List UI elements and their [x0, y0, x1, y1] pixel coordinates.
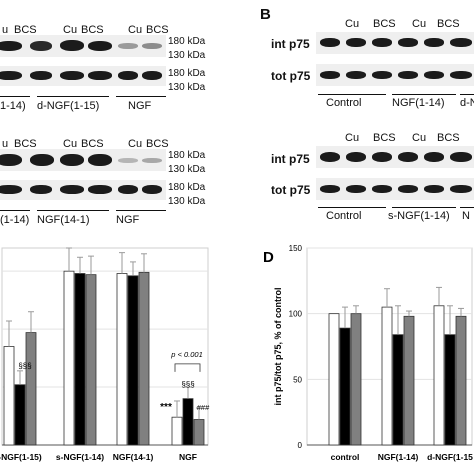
chart-c: -NGF(1-15) s-NGF(1-14) NGF(14-1) NGF §§§ *** §…: [0, 247, 210, 462]
group-label: NGF: [116, 214, 140, 226]
bar: [392, 334, 404, 446]
lane-label: BCS: [14, 24, 37, 36]
bar: [14, 384, 26, 446]
category-label: control: [331, 452, 360, 462]
kda-marker: 180 kDa: [168, 36, 206, 47]
bar: [74, 273, 86, 446]
row-label: tot p75: [271, 183, 311, 197]
y-axis-label: int p75/tot p75, % of control: [273, 287, 283, 405]
bar: [3, 346, 15, 446]
row-label: int p75: [271, 37, 310, 51]
lane-label: BCS: [81, 138, 104, 150]
bar: [339, 327, 351, 446]
lane-label: BCS: [146, 24, 169, 36]
lane-label: u: [2, 24, 9, 36]
western-blot-strip: [0, 35, 166, 57]
lane-label: BCS: [437, 132, 460, 144]
bar: [433, 305, 445, 446]
group-label: NGF(14-1): [37, 214, 90, 226]
row-label: int p75: [271, 152, 310, 166]
group-label: Control: [326, 210, 362, 222]
lane-label: Cu: [412, 132, 427, 144]
annotation: ***: [160, 402, 172, 413]
lane-label: BCS: [373, 18, 396, 30]
lane-label: BCS: [373, 132, 396, 144]
bar: [381, 306, 393, 446]
kda-marker: 180 kDa: [168, 68, 206, 79]
western-blot-strip: [0, 149, 166, 171]
category-label: d-NGF(1-15: [427, 452, 473, 462]
bar: [328, 313, 340, 446]
y-tick-label: 0: [298, 441, 303, 450]
kda-marker: 180 kDa: [168, 150, 206, 161]
lane-label: Cu: [345, 132, 360, 144]
group-label: d-N: [460, 97, 474, 109]
western-blot-strip: [0, 66, 166, 86]
bar: [182, 398, 194, 446]
bar: [444, 334, 456, 446]
group-label: s-NGF(1-14): [388, 210, 450, 222]
bar: [127, 275, 139, 446]
chart-d: D 0 50 100 150 int p75/tot p75, % of control c…: [263, 244, 473, 462]
western-blot-strip: [316, 146, 474, 168]
category-label: NGF: [179, 452, 197, 462]
lane-label: Cu: [412, 18, 427, 30]
annotation: §§§: [18, 362, 31, 371]
group-label: 1-14): [0, 100, 26, 112]
kda-marker: 130 kDa: [168, 82, 206, 93]
bar: [138, 271, 150, 446]
group-label: N: [462, 210, 470, 222]
group-label: NGF(1-14): [392, 97, 445, 109]
group-label: d-NGF(1-15): [37, 100, 100, 112]
kda-marker: 180 kDa: [168, 182, 206, 193]
category-label: NGF(1-14): [378, 452, 419, 462]
lane-label: BCS: [437, 18, 460, 30]
significance-bracket: [174, 363, 201, 372]
group-label: NGF: [128, 100, 152, 112]
category-label: NGF(14-1): [113, 452, 154, 462]
annotation: p < 0.001: [170, 350, 203, 359]
bar: [85, 274, 97, 446]
group-label: (1-14): [0, 214, 30, 226]
kda-marker: 130 kDa: [168, 196, 206, 207]
kda-marker: 130 kDa: [168, 50, 206, 61]
y-tick-label: 150: [289, 244, 303, 253]
y-tick-label: 50: [293, 375, 302, 384]
annotation: ###: [197, 403, 210, 412]
bar: [350, 313, 362, 446]
western-blot-strip: [316, 178, 474, 200]
bar: [171, 416, 183, 446]
bar: [116, 273, 128, 446]
category-label: -NGF(1-15): [0, 452, 42, 462]
lane-label: BCS: [81, 24, 104, 36]
bar: [63, 270, 75, 446]
western-blot-strip: [0, 180, 166, 200]
lane-label: Cu: [128, 24, 143, 36]
western-blot-strip: [316, 64, 474, 86]
lane-label: BCS: [14, 138, 37, 150]
bar: [25, 332, 37, 446]
kda-marker: 130 kDa: [168, 164, 206, 175]
bar: [193, 419, 205, 446]
annotation: §§§: [181, 380, 194, 389]
category-label: s-NGF(1-14): [56, 452, 104, 462]
lane-label: Cu: [63, 138, 78, 150]
lane-label: Cu: [128, 138, 143, 150]
lane-label: u: [2, 138, 9, 150]
bar: [455, 315, 467, 446]
lane-label: BCS: [146, 138, 169, 150]
panel-letter: D: [263, 249, 274, 266]
lane-label: Cu: [345, 18, 360, 30]
group-label: Control: [326, 97, 362, 109]
western-blot-strip: [316, 32, 474, 54]
y-tick-label: 100: [289, 310, 303, 319]
row-label: tot p75: [271, 69, 311, 83]
panel-letter: B: [260, 6, 271, 23]
lane-label: Cu: [63, 24, 78, 36]
bar: [403, 315, 415, 446]
